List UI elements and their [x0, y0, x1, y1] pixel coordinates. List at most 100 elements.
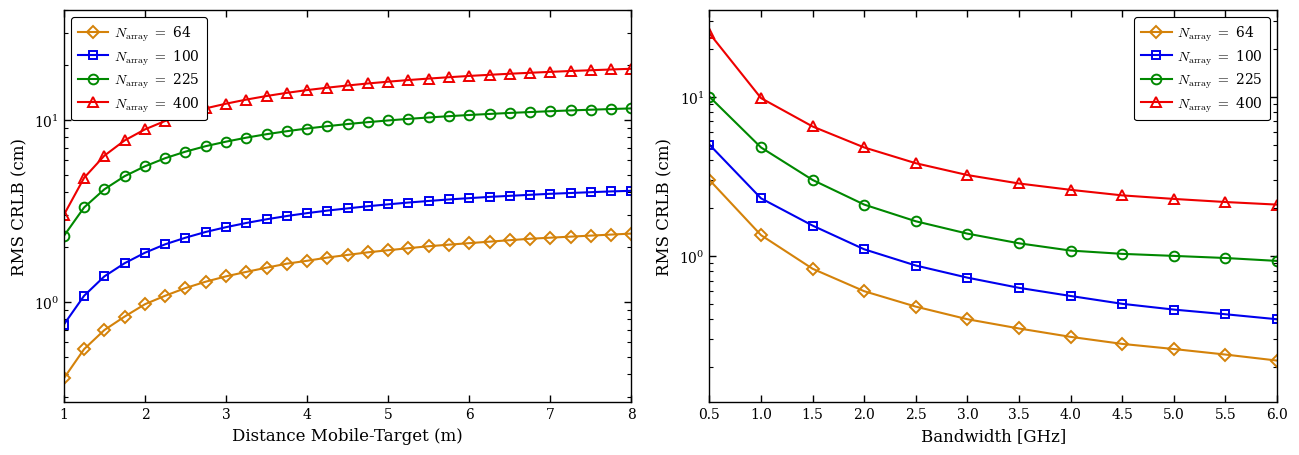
$N_{\mathrm{array}}$$\ =\ $100 [218, 225, 234, 230]
Line: $N_{\mathrm{array}}$$\ =\ $400: $N_{\mathrm{array}}$$\ =\ $400 [58, 65, 637, 220]
$N_{\mathrm{array}}$$\ =\ $400 [442, 76, 457, 81]
$N_{\mathrm{array}}$$\ =\ $400 [1269, 202, 1285, 208]
$N_{\mathrm{array}}$$\ =\ $100 [279, 214, 295, 219]
$N_{\mathrm{array}}$$\ =\ $400 [197, 106, 213, 112]
$N_{\mathrm{array}}$$\ =\ $100 [56, 322, 71, 328]
$N_{\mathrm{array}}$$\ =\ $400 [1115, 193, 1130, 199]
$N_{\mathrm{array}}$$\ =\ $100 [461, 196, 477, 202]
$N_{\mathrm{array}}$$\ =\ $400 [1011, 182, 1026, 187]
Legend: $N_{\mathrm{array}}$$\ =\ $64, $N_{\mathrm{array}}$$\ =\ $100, $N_{\mathrm{array: $N_{\mathrm{array}}$$\ =\ $64, $N_{\math… [71, 18, 207, 121]
$N_{\mathrm{array}}$$\ =\ $400 [856, 146, 872, 151]
$N_{\mathrm{array}}$$\ =\ $400 [96, 154, 112, 159]
$N_{\mathrm{array}}$$\ =\ $64 [960, 317, 976, 322]
$N_{\mathrm{array}}$$\ =\ $225 [482, 112, 498, 117]
$N_{\mathrm{array}}$$\ =\ $64 [543, 235, 559, 241]
$N_{\mathrm{array}}$$\ =\ $225 [117, 174, 132, 179]
$N_{\mathrm{array}}$$\ =\ $100 [442, 197, 457, 203]
$N_{\mathrm{array}}$$\ =\ $100 [299, 211, 314, 217]
$N_{\mathrm{array}}$$\ =\ $64 [259, 265, 274, 271]
$N_{\mathrm{array}}$$\ =\ $100 [908, 263, 924, 268]
$N_{\mathrm{array}}$$\ =\ $64 [856, 289, 872, 294]
$N_{\mathrm{array}}$$\ =\ $400 [482, 73, 498, 78]
$N_{\mathrm{array}}$$\ =\ $225 [197, 144, 213, 150]
$N_{\mathrm{array}}$$\ =\ $64 [908, 304, 924, 310]
$N_{\mathrm{array}}$$\ =\ $400 [259, 94, 274, 100]
$N_{\mathrm{array}}$$\ =\ $100 [239, 221, 255, 226]
$N_{\mathrm{array}}$$\ =\ $64 [624, 231, 639, 237]
$N_{\mathrm{array}}$$\ =\ $400 [77, 176, 92, 181]
$N_{\mathrm{array}}$$\ =\ $64 [562, 234, 578, 240]
$N_{\mathrm{array}}$$\ =\ $100 [856, 247, 872, 253]
Line: $N_{\mathrm{array}}$$\ =\ $64: $N_{\mathrm{array}}$$\ =\ $64 [705, 177, 1281, 365]
$N_{\mathrm{array}}$$\ =\ $64 [157, 293, 173, 299]
$N_{\mathrm{array}}$$\ =\ $64 [583, 233, 599, 239]
$N_{\mathrm{array}}$$\ =\ $64 [218, 274, 234, 279]
$N_{\mathrm{array}}$$\ =\ $100 [178, 235, 194, 241]
$N_{\mathrm{array}}$$\ =\ $100 [960, 275, 976, 281]
$N_{\mathrm{array}}$$\ =\ $225 [96, 187, 112, 192]
$N_{\mathrm{array}}$$\ =\ $400 [400, 78, 416, 84]
$N_{\mathrm{array}}$$\ =\ $64 [1115, 341, 1130, 347]
$N_{\mathrm{array}}$$\ =\ $225 [1115, 252, 1130, 257]
$N_{\mathrm{array}}$$\ =\ $100 [96, 274, 112, 279]
$N_{\mathrm{array}}$$\ =\ $100 [501, 194, 517, 199]
$N_{\mathrm{array}}$$\ =\ $100 [1063, 293, 1078, 299]
$N_{\mathrm{array}}$$\ =\ $225 [856, 202, 872, 208]
$N_{\mathrm{array}}$$\ =\ $400 [805, 125, 821, 130]
$N_{\mathrm{array}}$$\ =\ $100 [1217, 312, 1233, 317]
$N_{\mathrm{array}}$$\ =\ $225 [1167, 253, 1182, 259]
$N_{\mathrm{array}}$$\ =\ $400 [381, 80, 396, 85]
$N_{\mathrm{array}}$$\ =\ $100 [753, 196, 769, 202]
Line: $N_{\mathrm{array}}$$\ =\ $400: $N_{\mathrm{array}}$$\ =\ $400 [704, 30, 1282, 210]
$N_{\mathrm{array}}$$\ =\ $64 [461, 241, 477, 246]
$N_{\mathrm{array}}$$\ =\ $400 [340, 84, 356, 89]
$N_{\mathrm{array}}$$\ =\ $100 [604, 189, 620, 195]
$N_{\mathrm{array}}$$\ =\ $225 [299, 126, 314, 132]
$N_{\mathrm{array}}$$\ =\ $225 [157, 156, 173, 162]
$N_{\mathrm{array}}$$\ =\ $400 [1167, 197, 1182, 202]
$N_{\mathrm{array}}$$\ =\ $400 [501, 72, 517, 77]
$N_{\mathrm{array}}$$\ =\ $400 [543, 70, 559, 76]
$N_{\mathrm{array}}$$\ =\ $225 [753, 146, 769, 151]
$N_{\mathrm{array}}$$\ =\ $64 [239, 269, 255, 275]
$N_{\mathrm{array}}$$\ =\ $400 [701, 31, 717, 37]
X-axis label: Bandwidth [GHz]: Bandwidth [GHz] [921, 427, 1066, 444]
$N_{\mathrm{array}}$$\ =\ $64 [421, 244, 436, 249]
$N_{\mathrm{array}}$$\ =\ $225 [960, 232, 976, 237]
$N_{\mathrm{array}}$$\ =\ $400 [279, 91, 295, 96]
$N_{\mathrm{array}}$$\ =\ $225 [543, 109, 559, 115]
$N_{\mathrm{array}}$$\ =\ $225 [442, 114, 457, 120]
$N_{\mathrm{array}}$$\ =\ $100 [360, 204, 375, 209]
$N_{\mathrm{array}}$$\ =\ $400 [522, 71, 538, 76]
$N_{\mathrm{array}}$$\ =\ $400 [1217, 200, 1233, 205]
$N_{\mathrm{array}}$$\ =\ $225 [340, 122, 356, 127]
$N_{\mathrm{array}}$$\ =\ $100 [482, 195, 498, 200]
$N_{\mathrm{array}}$$\ =\ $225 [77, 205, 92, 211]
$N_{\mathrm{array}}$$\ =\ $100 [583, 190, 599, 196]
$N_{\mathrm{array}}$$\ =\ $64 [96, 328, 112, 333]
$N_{\mathrm{array}}$$\ =\ $100 [421, 199, 436, 204]
$N_{\mathrm{array}}$$\ =\ $400 [178, 112, 194, 117]
$N_{\mathrm{array}}$$\ =\ $400 [583, 68, 599, 74]
$N_{\mathrm{array}}$$\ =\ $400 [56, 213, 71, 218]
$N_{\mathrm{array}}$$\ =\ $100 [77, 293, 92, 299]
$N_{\mathrm{array}}$$\ =\ $225 [360, 120, 375, 126]
$N_{\mathrm{array}}$$\ =\ $225 [805, 178, 821, 183]
$N_{\mathrm{array}}$$\ =\ $64 [340, 253, 356, 258]
$N_{\mathrm{array}}$$\ =\ $64 [701, 178, 717, 183]
$N_{\mathrm{array}}$$\ =\ $100 [805, 223, 821, 229]
$N_{\mathrm{array}}$$\ =\ $100 [117, 261, 132, 266]
$N_{\mathrm{array}}$$\ =\ $64 [1269, 358, 1285, 364]
Line: $N_{\mathrm{array}}$$\ =\ $100: $N_{\mathrm{array}}$$\ =\ $100 [705, 141, 1281, 324]
$N_{\mathrm{array}}$$\ =\ $64 [299, 258, 314, 264]
$N_{\mathrm{array}}$$\ =\ $400 [299, 88, 314, 94]
$N_{\mathrm{array}}$$\ =\ $400 [960, 173, 976, 178]
$N_{\mathrm{array}}$$\ =\ $400 [360, 81, 375, 87]
$N_{\mathrm{array}}$$\ =\ $100 [562, 191, 578, 196]
$N_{\mathrm{array}}$$\ =\ $100 [1115, 301, 1130, 307]
$N_{\mathrm{array}}$$\ =\ $225 [178, 150, 194, 155]
$N_{\mathrm{array}}$$\ =\ $64 [77, 347, 92, 352]
$N_{\mathrm{array}}$$\ =\ $225 [1063, 248, 1078, 254]
Y-axis label: RMS CRLB (cm): RMS CRLB (cm) [657, 138, 674, 276]
$N_{\mathrm{array}}$$\ =\ $400 [461, 74, 477, 80]
